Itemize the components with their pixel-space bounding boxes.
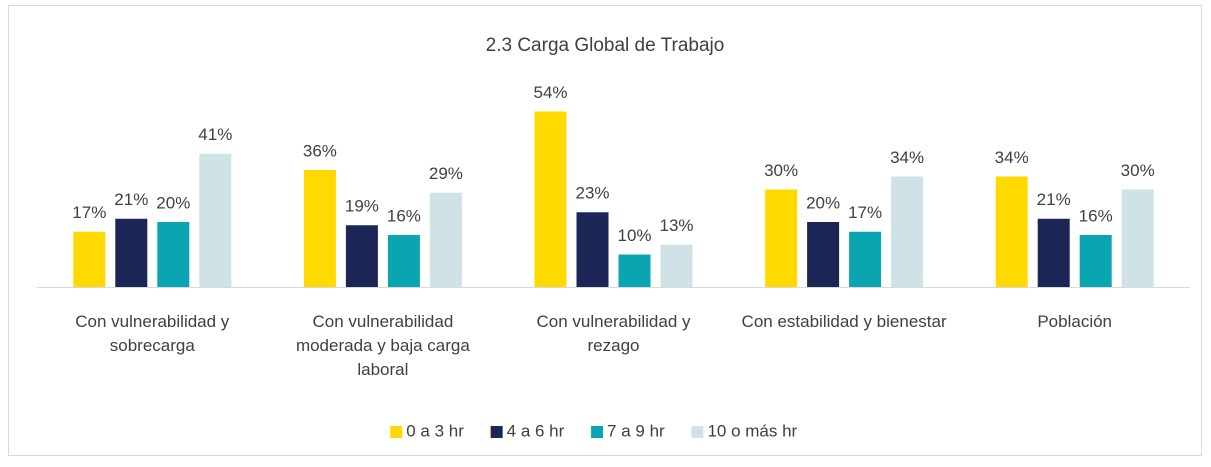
legend-label: 0 a 3 hr (406, 421, 464, 440)
legend-label: 4 a 6 hr (507, 421, 565, 440)
legend-label: 7 a 9 hr (607, 421, 665, 440)
data-label: 34% (995, 148, 1029, 167)
data-label: 19% (345, 197, 379, 216)
data-label: 21% (1037, 190, 1071, 209)
bar (995, 176, 1028, 287)
data-label: 34% (890, 148, 924, 167)
bar (576, 212, 609, 287)
data-label: 20% (806, 193, 840, 212)
bar (303, 170, 336, 287)
data-label: 10% (617, 226, 651, 245)
legend-swatch (390, 426, 403, 438)
data-label: 36% (303, 141, 337, 160)
data-label: 30% (764, 161, 798, 180)
data-label: 41% (198, 125, 232, 144)
bar (73, 231, 106, 287)
bar (387, 235, 420, 287)
bar (157, 222, 190, 287)
bar (891, 176, 924, 287)
bar (345, 225, 378, 287)
bar (1037, 218, 1070, 287)
x-tick-label: Con vulnerabilidad y rezago (536, 312, 691, 355)
data-label: 13% (659, 216, 693, 235)
chart-title: 2.3 Carga Global de Trabajo (486, 35, 725, 56)
legend-swatch (591, 426, 604, 438)
x-tick-label: Con vulnerabilidad moderada y baja carga… (295, 312, 470, 379)
x-tick-label: Población (1037, 312, 1113, 331)
legend-swatch (691, 426, 704, 438)
x-tick-label: Con vulnerabilidad y sobrecarga (75, 312, 230, 355)
data-label: 17% (72, 203, 106, 222)
data-label: 54% (533, 83, 567, 102)
data-label: 30% (1121, 161, 1155, 180)
data-label: 17% (848, 203, 882, 222)
bar (429, 192, 462, 287)
bar (534, 111, 567, 287)
bar (1079, 235, 1112, 287)
data-label: 16% (387, 206, 421, 225)
bar (618, 254, 651, 287)
bar (765, 189, 798, 287)
legend-label: 10 o más hr (707, 421, 797, 440)
data-label: 16% (1079, 206, 1113, 225)
data-label: 21% (114, 190, 148, 209)
bar (199, 153, 232, 287)
bar (849, 231, 882, 287)
bar (115, 218, 148, 287)
legend-swatch (490, 426, 503, 438)
data-label: 29% (429, 164, 463, 183)
bar (660, 244, 693, 287)
bar (1121, 189, 1154, 287)
data-label: 23% (575, 184, 609, 203)
data-label: 20% (156, 193, 190, 212)
bar (807, 222, 840, 287)
x-tick-label: Con estabilidad y bienestar (741, 312, 947, 331)
